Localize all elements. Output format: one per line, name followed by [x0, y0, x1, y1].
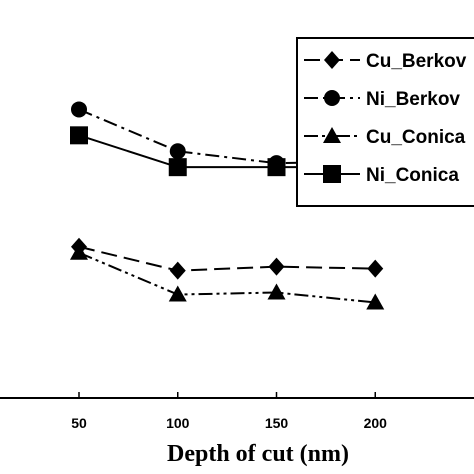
axes	[0, 392, 474, 399]
data-point-cu-conica-200	[366, 293, 385, 310]
x-tick-label-100: 100	[166, 415, 190, 431]
legend-marker-cu-berkov	[324, 51, 340, 69]
data-point-ni-berkov-50	[71, 101, 87, 118]
data-point-ni-conica-50	[70, 126, 88, 145]
legend-label-cu-berkov: Cu_Berkov	[366, 51, 467, 72]
legend-marker-ni-conica	[323, 165, 341, 183]
data-point-cu-conica-150	[267, 283, 286, 300]
legend-marker-cu-conica	[323, 127, 341, 143]
x-axis-label: Depth of cut (nm)	[167, 441, 349, 467]
data-point-ni-berkov-100	[169, 143, 186, 160]
legend-item-ni-berkov: Ni_Berkov	[304, 89, 460, 110]
series-cu-berkov	[71, 237, 384, 280]
legend-item-cu-conica: Cu_Conica	[304, 127, 466, 148]
data-point-cu-conica-50	[70, 243, 88, 260]
series-cu-conica	[70, 243, 385, 310]
legend: Cu_Berkov Ni_Berkov Cu_Conica Ni_Conica	[296, 37, 474, 207]
legend-item-ni-conica: Ni_Conica	[304, 165, 459, 186]
series-line-cu-conica	[78, 251, 376, 304]
legend-marker-ni-berkov	[324, 90, 340, 106]
x-tick-labels: 50 100 150 200	[71, 415, 387, 431]
data-point-cu-berkov-100	[169, 261, 186, 280]
x-tick-label-150: 150	[265, 415, 289, 431]
data-point-ni-conica-150	[267, 158, 286, 177]
x-tick-label-50: 50	[71, 415, 87, 431]
data-point-cu-conica-100	[168, 285, 187, 302]
data-point-ni-conica-100	[168, 158, 187, 177]
legend-label-cu-conica: Cu_Conica	[366, 127, 466, 148]
data-point-cu-berkov-150	[268, 257, 285, 276]
x-tick-label-200: 200	[364, 415, 388, 431]
legend-label-ni-conica: Ni_Conica	[366, 165, 459, 186]
legend-item-cu-berkov: Cu_Berkov	[304, 51, 467, 72]
series-line-cu-berkov	[78, 245, 376, 272]
legend-label-ni-berkov: Ni_Berkov	[366, 89, 460, 110]
data-point-cu-berkov-200	[367, 259, 384, 278]
